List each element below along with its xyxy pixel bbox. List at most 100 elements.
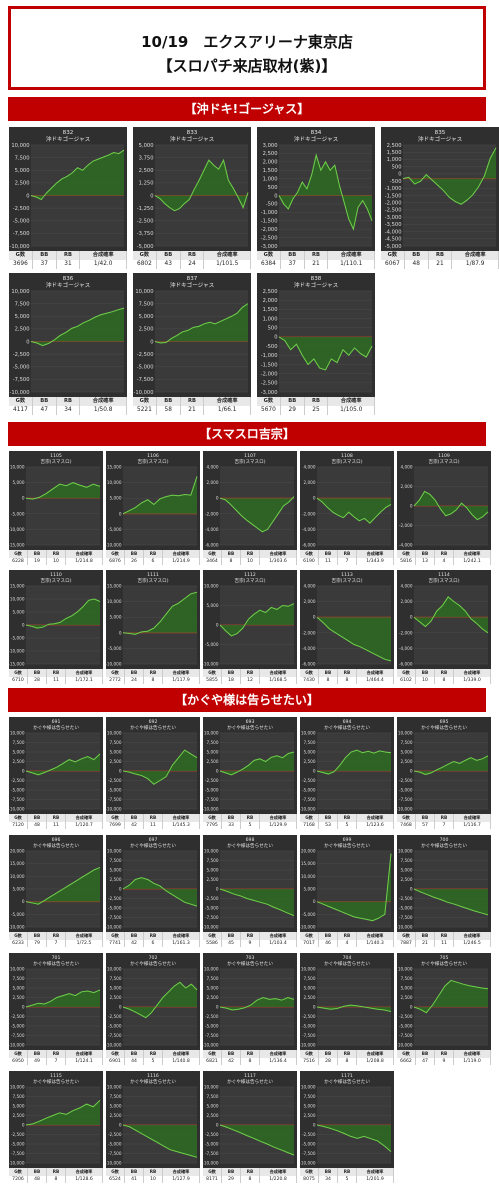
chart-subtitle: 吉宗(スマスロ) [234, 458, 265, 465]
chart-title: 832 [63, 130, 74, 136]
stat-rb: 8 [435, 676, 454, 684]
chart-title: 833 [187, 130, 198, 136]
stat-header-rate: 合成確率 [163, 932, 200, 940]
series-line [25, 989, 101, 1008]
y-tick-label: 2,500 [304, 995, 316, 1000]
y-tick-label: 7,500 [207, 976, 219, 981]
y-tick-label: -5,000 [302, 1023, 316, 1028]
y-tick-label: 2,500 [387, 143, 402, 149]
stat-header-rb: RB [241, 1050, 260, 1058]
y-tick-label: -1,250 [137, 206, 154, 212]
stat-header-rate: 合成確率 [66, 814, 103, 822]
y-tick-label: 2,500 [110, 995, 122, 1000]
stat-rb: 8 [338, 1057, 357, 1065]
y-tick-label: 5,000 [15, 314, 30, 320]
y-tick-label: -7,500 [11, 1151, 25, 1156]
y-tick-label: 0 [313, 1122, 316, 1127]
stat-header-bb: BB [222, 932, 241, 940]
chart-subtitle: 吉宗(スマスロ) [40, 458, 71, 465]
chart-subtitle: 吉宗(スマスロ) [331, 577, 362, 584]
y-tick-label: 5,000 [207, 603, 219, 608]
stat-header-rb: RB [47, 669, 66, 677]
stat-bb: 37 [281, 260, 305, 269]
stat-header-rb: RB [241, 932, 260, 940]
stat-header-rate: 合成確率 [66, 932, 103, 940]
y-tick-label: -10,000 [106, 1160, 122, 1165]
stat-rb: 10 [241, 557, 260, 565]
series-line [25, 1099, 101, 1126]
series-line [122, 591, 198, 635]
stat-header-bb: BB [281, 397, 305, 406]
stat-header-bb: BB [416, 814, 435, 822]
y-tick-label: -2,000 [399, 523, 413, 528]
y-tick-label: -2,500 [13, 352, 30, 358]
y-tick-label: -4,000 [205, 527, 219, 532]
y-tick-label: -500 [390, 179, 402, 185]
stats-table: G数 BB RB 合成確率 6524 41 10 1/127.9 [106, 1168, 200, 1183]
stat-bb: 18 [222, 676, 241, 684]
y-tick-label: 0 [313, 1004, 316, 1009]
chart-title: 693 [246, 719, 255, 725]
stat-g: 6228 [9, 557, 28, 565]
slot-chart-1107: 1107 吉宗(スマスロ) 4,000 2,000 0 -2,000 -4,000 -6,00… [203, 451, 297, 565]
stat-g: 6901 [106, 1057, 125, 1065]
y-tick-label: 500 [392, 164, 402, 170]
stat-rb: 34 [57, 406, 81, 415]
y-tick-label: 5,000 [304, 1103, 316, 1108]
stat-rb: 21 [305, 260, 329, 269]
y-tick-label: -5,000 [302, 912, 316, 917]
y-tick-label: 0 [119, 630, 122, 635]
stat-bb: 33 [222, 821, 241, 829]
stat-g: 6102 [397, 676, 416, 684]
y-tick-label: 7,500 [110, 1094, 122, 1099]
y-tick-label: 5,000 [304, 749, 316, 754]
y-tick-label: 0 [216, 1004, 219, 1009]
y-tick-label: -4,000 [302, 646, 316, 651]
stats-table: G数 BB RB 合成確率 8075 34 5 1/201.9 [300, 1168, 394, 1183]
stat-header-rate: 合成確率 [163, 550, 200, 558]
y-tick-label: 2,000 [304, 599, 316, 604]
stat-header-rb: RB [47, 814, 66, 822]
stat-g: 2772 [106, 676, 125, 684]
stat-header-rate: 合成確率 [357, 669, 394, 677]
stat-rb: 12 [241, 676, 260, 684]
stat-rate: 1/129.9 [260, 821, 297, 829]
stat-g: 7887 [397, 939, 416, 947]
stat-header-rb: RB [181, 251, 205, 260]
y-tick-label: 0 [150, 339, 153, 345]
stat-rate: 1/42.0 [80, 260, 127, 269]
chart-subtitle: 沖ドキゴージャス [46, 281, 91, 289]
chart-title: 705 [440, 955, 449, 961]
y-tick-label: 2,500 [15, 181, 30, 187]
stat-header-g: G数 [9, 1168, 28, 1176]
stat-rate: 1/117.9 [163, 676, 200, 684]
stat-header-g: G数 [300, 814, 319, 822]
y-tick-label: -5,000 [13, 219, 30, 225]
slot-chart-701: 701 かぐや様は告らせたい 10,000 7,500 5,000 2,500 0 -2,50… [9, 953, 103, 1065]
y-tick-label: 0 [274, 193, 277, 199]
stat-header-g: G数 [106, 550, 125, 558]
section-band-yoshimune: 【スマスロ吉宗】 [8, 422, 486, 446]
stat-rb: 4 [435, 557, 454, 565]
chart-subtitle: かぐや様は告らせたい [227, 960, 273, 967]
y-tick-label: 0 [410, 615, 413, 620]
stat-header-rb: RB [338, 1050, 357, 1058]
stat-header-g: G数 [203, 1050, 222, 1058]
y-tick-label: -7,500 [137, 377, 154, 383]
y-tick-label: 500 [268, 326, 278, 332]
y-tick-label: 10,000 [107, 848, 122, 853]
y-tick-label: 4,000 [304, 464, 316, 469]
y-tick-label: -5,000 [302, 787, 316, 792]
y-tick-label: -2,500 [137, 219, 154, 225]
page-title: 10/19 エクスアリーナ東京店 [141, 33, 353, 51]
y-tick-label: -2,500 [302, 778, 316, 783]
chart-title: 704 [343, 955, 352, 961]
stat-rb: 8 [144, 676, 163, 684]
stat-header-bb: BB [28, 814, 47, 822]
y-tick-label: -7,500 [399, 915, 413, 920]
stat-header-bb: BB [125, 814, 144, 822]
y-tick-label: -6,000 [399, 661, 413, 666]
